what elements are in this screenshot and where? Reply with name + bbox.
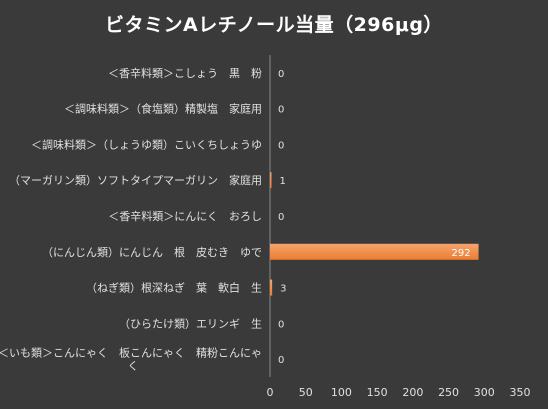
bar <box>270 279 273 296</box>
data-label: 0 <box>278 140 284 151</box>
x-tick-label: 150 <box>367 386 388 399</box>
x-tick-label: 100 <box>331 386 352 399</box>
category-label: ＜調味料類＞（しょうゆ類）こいくちしょうゆ <box>31 137 262 151</box>
category-label: ＜調味料類＞（食塩類）精製塩 家庭用 <box>64 102 262 116</box>
data-label: 0 <box>278 319 284 330</box>
data-label: 292 <box>451 248 470 259</box>
x-tick-label: 250 <box>438 386 459 399</box>
bar <box>270 172 272 189</box>
category-label: （マーガリン類）ソフトタイプマーガリン 家庭用 <box>9 173 262 187</box>
data-label: 0 <box>278 69 284 80</box>
category-label: ＜香辛料類＞にんにく おろし <box>108 209 262 223</box>
data-label: 0 <box>278 355 284 366</box>
category-label: （ねぎ類）根深ねぎ 葉 軟白 生 <box>86 281 262 295</box>
chart-title: ビタミンAレチノール当量（296μg） <box>105 14 443 36</box>
data-label: 0 <box>278 105 284 116</box>
data-label: 3 <box>280 284 286 295</box>
x-tick-label: 300 <box>474 386 495 399</box>
x-tick-label: 350 <box>510 386 531 399</box>
x-tick-label: 200 <box>402 386 423 399</box>
data-label: 1 <box>280 176 286 187</box>
x-tick-label: 0 <box>267 386 274 399</box>
category-label: （にんじん類）にんじん 根 皮むき ゆで <box>42 245 262 259</box>
category-label: （ひらたけ類）エリンギ 生 <box>119 316 262 330</box>
category-label: ＜いも類＞こんにゃく 板こんにゃく 精粉こんにゃく <box>0 346 262 373</box>
bar <box>270 243 479 260</box>
x-tick-label: 50 <box>299 386 313 399</box>
data-label: 0 <box>278 212 284 223</box>
category-label: ＜香辛料類＞こしょう 黒 粉 <box>108 66 262 80</box>
